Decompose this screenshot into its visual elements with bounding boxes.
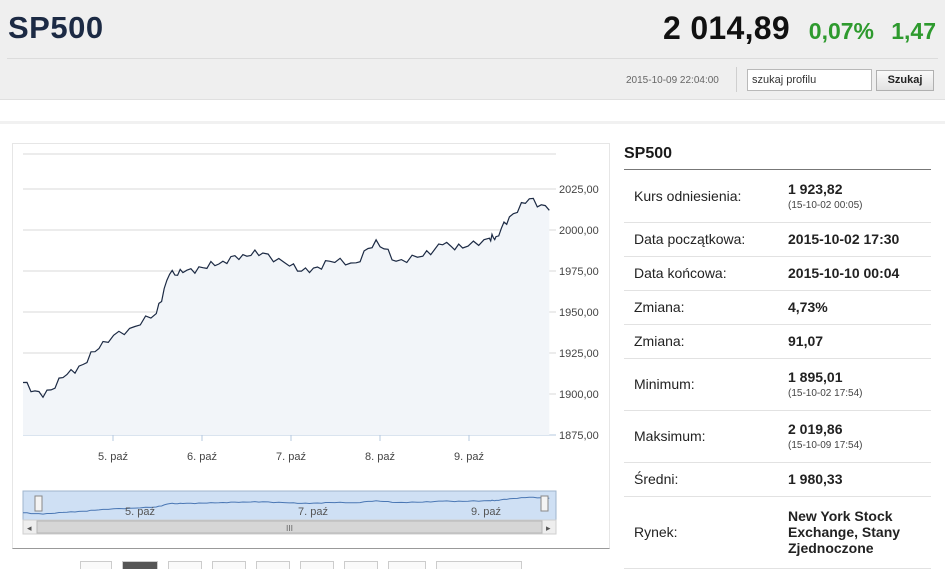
info-label: Kurs odniesienia: [624, 170, 777, 223]
scrollbar-thumb[interactable] [36, 520, 543, 534]
info-label: Maksimum: [624, 410, 777, 463]
info-value: 1 980,33 [777, 462, 931, 497]
info-row: Data początkowa: 2015-10-02 17:30 [624, 222, 931, 257]
info-value-text: New York Stock Exchange, Stany Zjednoczo… [788, 508, 901, 556]
info-row: Zmiana: 91,07 [624, 324, 931, 359]
info-title: SP500 [624, 145, 931, 170]
range-tab[interactable] [388, 561, 426, 569]
info-value: 4,73% [777, 290, 931, 325]
y-tick-label: 2000,00 [559, 225, 599, 237]
info-row: Rynek: New York Stock Exchange, Stany Zje… [624, 496, 931, 569]
info-row: Data końcowa: 2015-10-10 00:04 [624, 256, 931, 291]
section-divider [0, 121, 945, 124]
scroll-right-arrow-icon[interactable]: ▸ [546, 524, 551, 534]
navigator-tick-label: 5. paź [125, 506, 155, 518]
info-value-date: (15-10-02 00:05) [788, 199, 863, 211]
info-value: New York Stock Exchange, Stany Zjednoczo… [777, 496, 931, 569]
navigator-series [23, 496, 550, 515]
toolbar-separator [736, 67, 737, 92]
range-tab[interactable] [80, 561, 112, 569]
navigator-window [22, 490, 557, 521]
price-area [23, 198, 550, 435]
info-value-text: 1 980,33 [788, 471, 843, 487]
quote-timestamp: 2015-10-09 22:04:00 [626, 75, 719, 86]
symbol-title: SP500 [8, 10, 104, 45]
range-tab-active[interactable] [122, 561, 158, 569]
info-label: Data początkowa: [624, 222, 777, 257]
range-tab[interactable] [212, 561, 246, 569]
y-tick-label: 2025,00 [559, 184, 599, 196]
price-chart[interactable]: 2025,00 2000,00 1975,00 1950,00 1925,00 1900,… [13, 144, 611, 550]
info-value-text: 2 019,86 [788, 421, 843, 437]
navigator-handle[interactable] [540, 495, 549, 512]
y-tick-label: 1925,00 [559, 348, 599, 360]
info-label: Rynek: [624, 496, 777, 569]
y-tick-label: 1875,00 [559, 430, 599, 442]
range-tabs [80, 556, 550, 569]
header-bar: SP500 2 014,89 0,07% 1,47 2015-10-09 22:… [0, 0, 945, 100]
info-label: Minimum: [624, 358, 777, 411]
range-tab[interactable] [256, 561, 290, 569]
x-tick-label: 8. paź [365, 451, 395, 463]
current-price: 2 014,89 [663, 10, 790, 46]
info-value-date: (15-10-09 17:54) [788, 440, 863, 451]
y-tick-label: 1950,00 [559, 307, 599, 319]
info-value: 91,07 [777, 324, 931, 359]
navigator-handle[interactable] [34, 495, 43, 512]
x-tick-label: 5. paź [98, 451, 128, 463]
range-tab[interactable] [436, 561, 522, 569]
info-value-text: 4,73% [788, 299, 828, 315]
info-value-date: (15-10-02 17:54) [788, 388, 863, 399]
instrument-info: SP500 Kurs odniesienia: 1 923,82 (15-10-02… [624, 145, 931, 569]
info-value: 1 895,01 (15-10-02 17:54) [777, 358, 931, 411]
header-divider [7, 58, 938, 59]
info-label: Data końcowa: [624, 256, 777, 291]
navigator-tick-label: 7. paź [298, 506, 328, 518]
info-value: 2 019,86 (15-10-09 17:54) [777, 410, 931, 463]
info-label: Średni: [624, 462, 777, 497]
navigator-tick-label: 9. paź [471, 506, 501, 518]
y-tick-label: 1900,00 [559, 389, 599, 401]
search-button[interactable]: Szukaj [876, 70, 934, 91]
info-row: Minimum: 1 895,01 (15-10-02 17:54) [624, 358, 931, 411]
info-label: Zmiana: [624, 290, 777, 325]
range-tab[interactable] [168, 561, 202, 569]
change-absolute: 1,47 [891, 18, 936, 44]
info-label: Zmiana: [624, 324, 777, 359]
change-percent: 0,07% [808, 18, 874, 44]
price-line [22, 197, 550, 399]
info-row: Zmiana: 4,73% [624, 290, 931, 325]
scrollbar-grip-icon: III [286, 524, 293, 533]
x-tick-label: 6. paź [187, 451, 217, 463]
info-value-text: 2015-10-02 17:30 [788, 231, 900, 247]
info-value: 2015-10-10 00:04 [777, 256, 931, 291]
info-row: Średni: 1 980,33 [624, 462, 931, 497]
x-tick-label: 7. paź [276, 451, 306, 463]
range-tab[interactable] [300, 561, 334, 569]
y-tick-label: 1975,00 [559, 266, 599, 278]
info-row: Maksimum: 2 019,86 (15-10-09 17:54) [624, 410, 931, 463]
info-row: Kurs odniesienia: 1 923,82 (15-10-02 00:05… [624, 170, 931, 223]
info-value: 1 923,82 (15-10-02 00:05) [777, 170, 931, 223]
info-value-text: 1 895,01 [788, 369, 843, 385]
info-value: 2015-10-02 17:30 [777, 222, 931, 257]
info-value-text: 91,07 [788, 333, 824, 349]
info-table: Kurs odniesienia: 1 923,82 (15-10-02 00:05… [624, 170, 931, 569]
price-chart-panel[interactable]: 2025,00 2000,00 1975,00 1950,00 1925,00 1900,… [12, 143, 610, 549]
range-tab[interactable] [344, 561, 378, 569]
info-value-text: 1 923,82 [788, 180, 843, 197]
info-value-text: 2015-10-10 00:04 [788, 265, 900, 281]
scroll-left-arrow-icon[interactable]: ◂ [27, 524, 32, 534]
profile-search-input[interactable] [747, 69, 872, 91]
x-tick-label: 9. paź [454, 451, 484, 463]
